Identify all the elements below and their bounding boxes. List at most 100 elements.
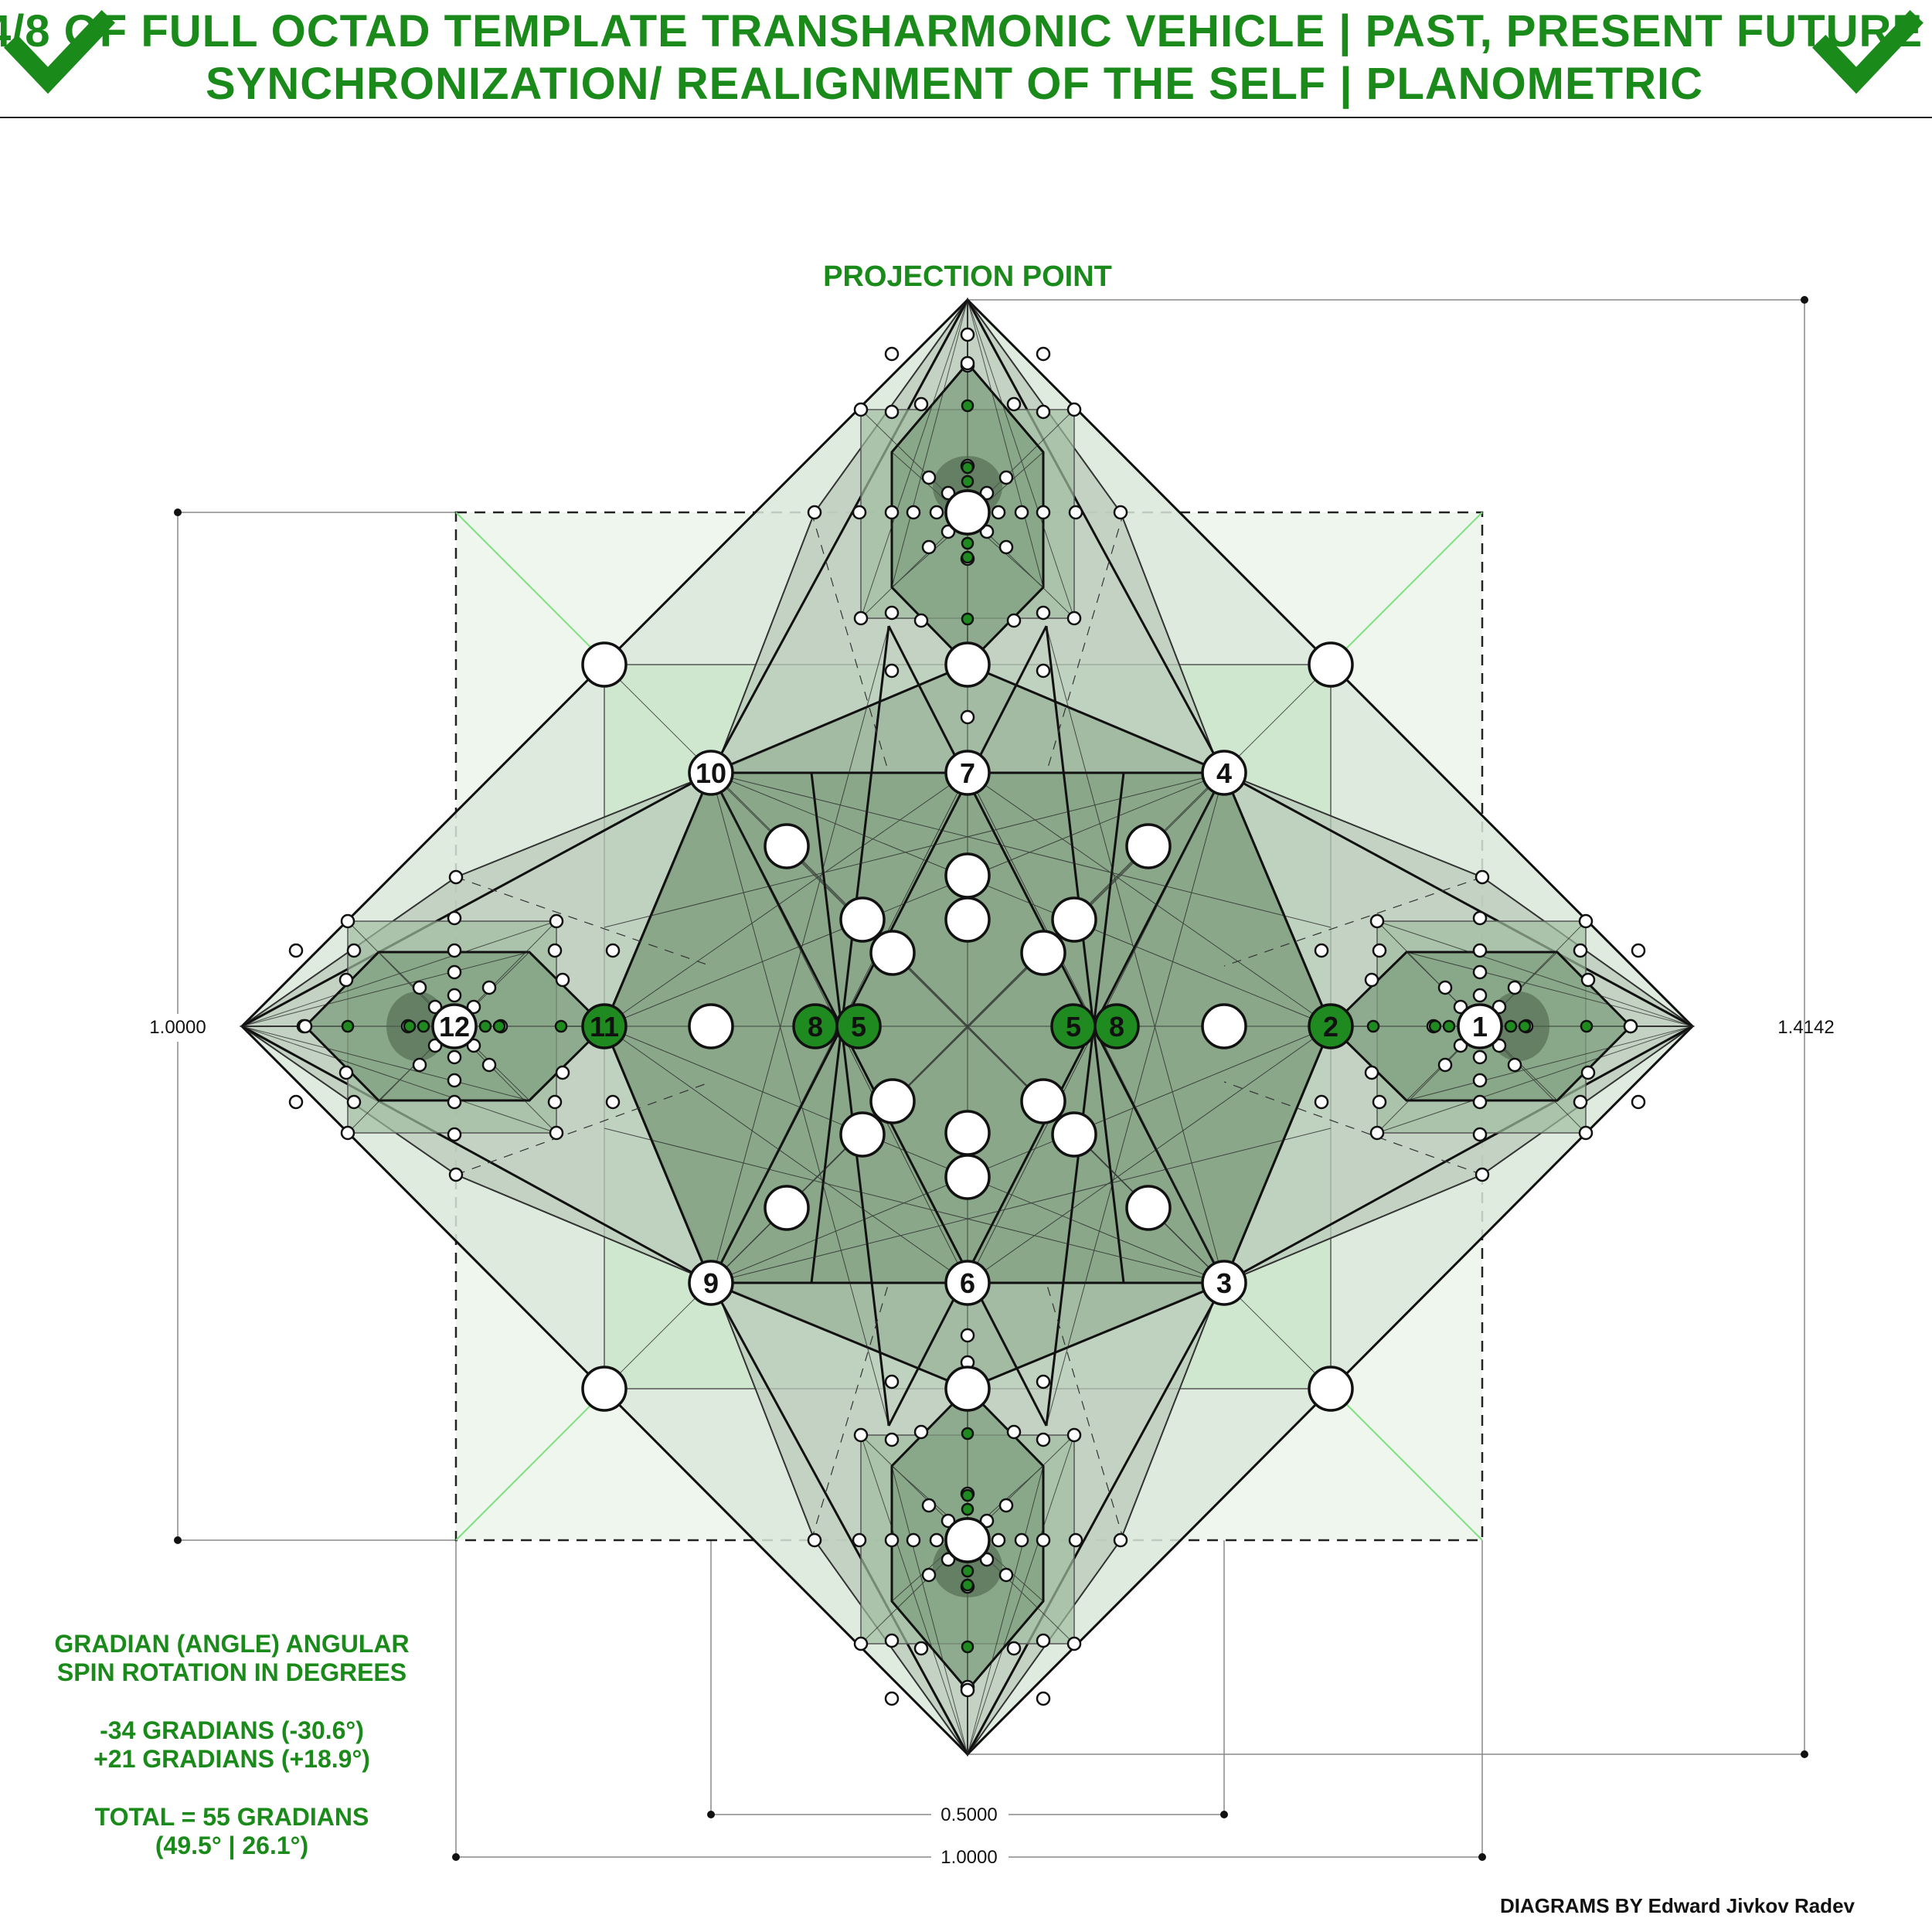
dashed-lines: [455, 512, 1483, 1541]
small-node: [288, 1094, 304, 1110]
small-node: [884, 1374, 900, 1389]
node-white: [944, 852, 991, 899]
small-node: [288, 943, 304, 958]
small-node: [929, 505, 944, 520]
small-node: [338, 1065, 354, 1080]
node-6: 6: [944, 1260, 991, 1306]
small-node: [1066, 1636, 1082, 1651]
gradian-line: +21 GRADIANS (+18.9°): [94, 1745, 370, 1773]
small-node: [884, 605, 900, 621]
small-node: [884, 1691, 900, 1706]
node-4: 4: [1201, 750, 1247, 796]
small-node: [884, 1532, 900, 1548]
node-white: [944, 1154, 991, 1200]
small-node: [852, 1532, 867, 1548]
small-green-node: [478, 1019, 492, 1033]
small-node: [1369, 913, 1385, 929]
small-node: [1314, 943, 1329, 958]
large-white-nodes: [581, 489, 1354, 1563]
small-node: [1036, 663, 1051, 679]
small-node: [1113, 505, 1128, 520]
small-node: [481, 980, 497, 995]
small-node: [906, 505, 921, 520]
svg-text:9: 9: [703, 1267, 719, 1299]
small-node: [447, 943, 462, 958]
small-node: [1006, 1424, 1022, 1440]
small-node: [447, 1073, 462, 1088]
small-node: [1036, 605, 1051, 621]
small-node: [448, 869, 464, 885]
small-node: [1036, 346, 1051, 362]
node-9: 9: [688, 1260, 734, 1306]
node-8-left: 8: [792, 1003, 838, 1049]
svg-text:8: 8: [1109, 1011, 1124, 1043]
node-11: 11: [581, 1003, 628, 1049]
small-node: [960, 327, 975, 342]
small-node: [346, 943, 362, 958]
node-8-right: 8: [1094, 1003, 1140, 1049]
small-node: [549, 913, 564, 929]
small-node: [853, 611, 869, 626]
small-node: [338, 972, 354, 988]
svg-text:12: 12: [439, 1011, 470, 1043]
small-node: [1573, 1094, 1588, 1110]
node-white: [581, 1366, 628, 1412]
small-node: [884, 404, 900, 420]
small-node: [1472, 1127, 1488, 1142]
gradian-line: -34 GRADIANS (-30.6°): [100, 1716, 364, 1744]
svg-text:4: 4: [1216, 757, 1232, 789]
small-green-node: [1428, 1019, 1442, 1033]
small-green-node: [961, 1640, 975, 1654]
node-5-left: 5: [835, 1003, 882, 1049]
small-node: [447, 988, 462, 1003]
small-node: [1068, 505, 1083, 520]
small-node: [412, 1057, 427, 1073]
node-white: [581, 641, 628, 688]
small-node: [884, 1432, 900, 1447]
node-white: [1051, 1111, 1097, 1158]
small-node: [960, 709, 975, 725]
small-node: [298, 1019, 313, 1034]
small-green-node: [961, 612, 975, 626]
node-5-right: 5: [1050, 1003, 1097, 1049]
small-node: [991, 1532, 1006, 1548]
small-green-node: [1580, 1019, 1594, 1033]
small-node: [555, 1065, 570, 1080]
dimension-right: 1.4142: [1777, 1017, 1834, 1038]
gradian-line: SPIN ROTATION IN DEGREES: [57, 1658, 406, 1686]
small-node: [1475, 1167, 1490, 1182]
small-node: [1472, 910, 1488, 926]
node-white: [869, 1078, 916, 1124]
svg-text:8: 8: [808, 1011, 823, 1043]
small-node: [1472, 943, 1488, 958]
dim-left-bg: [130, 1014, 223, 1042]
small-node: [913, 613, 929, 628]
small-node: [884, 346, 900, 362]
small-green-node: [417, 1019, 430, 1033]
small-green-node: [554, 1019, 568, 1033]
small-node: [1036, 404, 1051, 420]
small-node: [884, 663, 900, 679]
svg-text:7: 7: [960, 757, 975, 789]
node-white: [688, 1003, 734, 1049]
small-green-node: [492, 1019, 506, 1033]
svg-text:5: 5: [851, 1011, 866, 1043]
small-node: [807, 1532, 822, 1548]
small-green-node: [961, 550, 975, 564]
node-white: [944, 641, 991, 688]
small-node: [447, 910, 462, 926]
small-node: [481, 1057, 497, 1073]
small-node: [1631, 943, 1646, 958]
gradian-line: (49.5° | 26.1°): [155, 1832, 308, 1859]
node-10: 10: [688, 750, 734, 796]
small-green-node: [1366, 1019, 1380, 1033]
svg-text:1: 1: [1472, 1011, 1488, 1043]
small-node: [1036, 1374, 1051, 1389]
small-node: [807, 505, 822, 520]
node-white: [1051, 896, 1097, 943]
svg-text:6: 6: [960, 1267, 975, 1299]
small-node: [1631, 1094, 1646, 1110]
node-12: 12: [431, 1003, 478, 1049]
small-node: [960, 1682, 975, 1698]
small-node: [1372, 943, 1387, 958]
